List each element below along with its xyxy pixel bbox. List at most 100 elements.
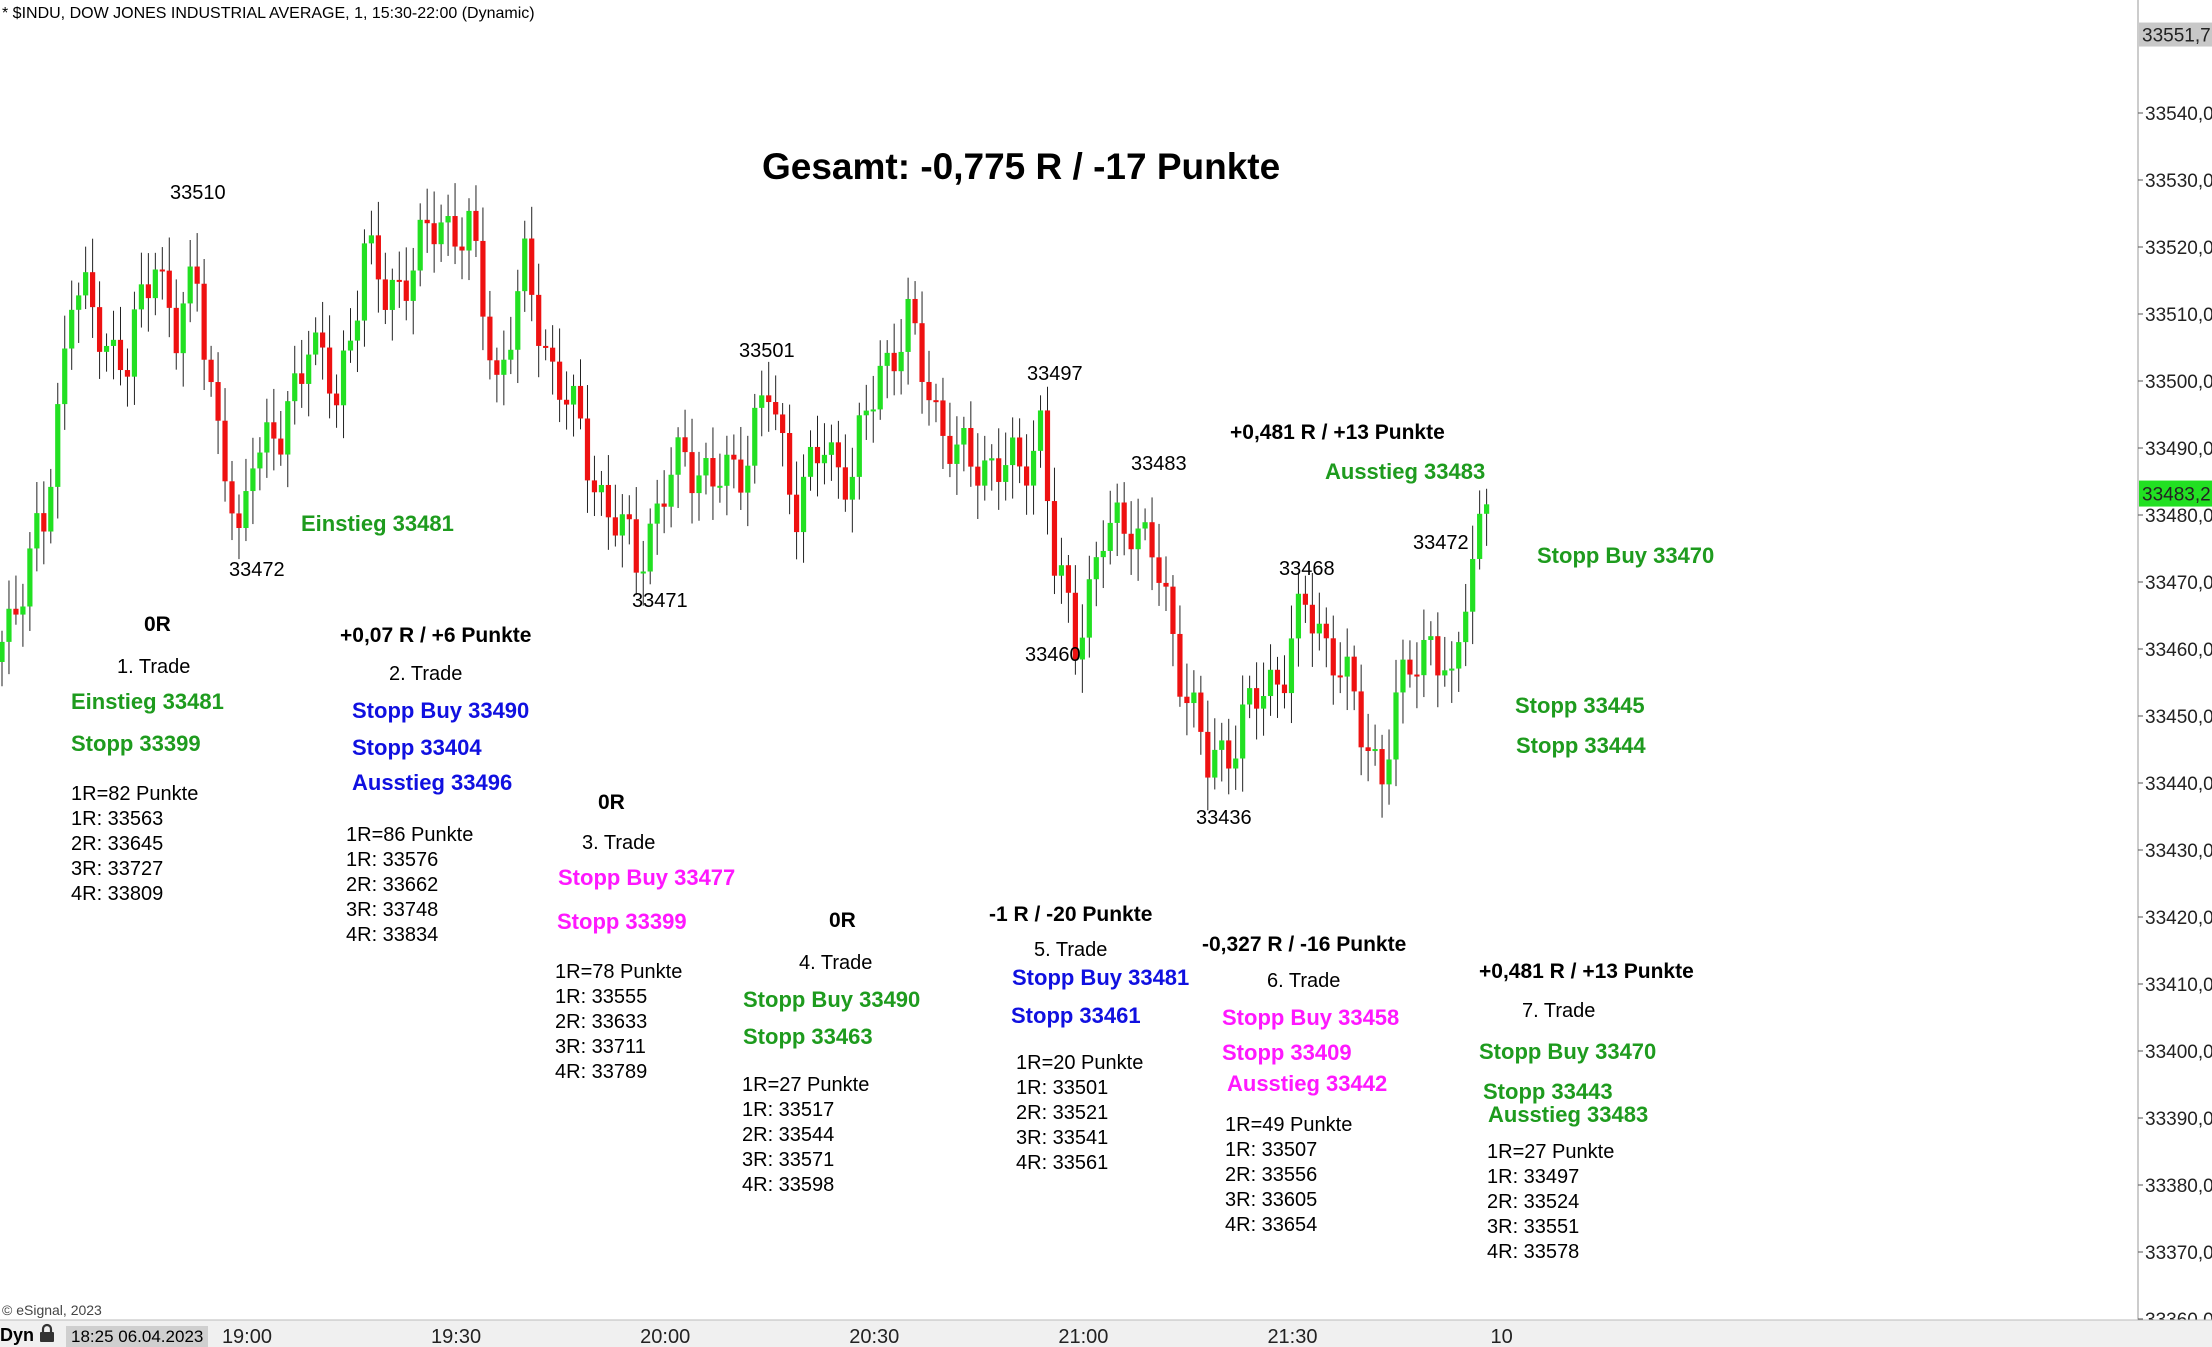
candle-down [793, 494, 800, 533]
candle-down [1017, 437, 1023, 467]
risk-row: 4R: 33578 [1487, 1241, 1580, 1263]
candle-down [1358, 691, 1364, 748]
candle-down [543, 345, 549, 348]
candle-down [1156, 557, 1162, 583]
candle-down [912, 298, 918, 324]
candle-down [208, 359, 214, 383]
time-tick-label: 21:00 [1058, 1326, 1108, 1347]
candle-up [1212, 749, 1218, 778]
einstieg-label: Einstieg 33481 [301, 511, 454, 536]
candle-down [1337, 675, 1343, 678]
trade-6-line: Stopp 33409 [1222, 1040, 1352, 1065]
price-tick-label: 33500,0 [2145, 372, 2212, 393]
candle-up [647, 523, 653, 572]
trade-3-risk: 1R=78 Punkte 1R: 33555 2R: 33633 3R: 337… [555, 960, 682, 1085]
candle-up [1484, 504, 1490, 514]
candle-up [821, 454, 828, 464]
candle-up [257, 452, 263, 469]
candle-down [90, 272, 96, 308]
trade-7-result: +0,481 R / +13 Punkte [1479, 960, 1694, 983]
candle-down [766, 395, 772, 403]
candle-down [529, 238, 535, 295]
candle-up [849, 476, 855, 500]
candle-down [591, 480, 598, 493]
candle-up [619, 514, 625, 536]
candle-down [96, 307, 103, 352]
candle-down [159, 269, 165, 272]
candle-up [131, 309, 138, 377]
candle-down [166, 270, 172, 308]
candle-down [1274, 669, 1281, 685]
price-axis-bg [2138, 0, 2212, 1320]
candle-up [34, 513, 40, 549]
risk-row: 3R: 33605 [1225, 1189, 1318, 1211]
candle-down [1351, 656, 1357, 692]
date-box[interactable]: 18:25 06.04.2023 [66, 1326, 209, 1347]
candle-series [0, 183, 1490, 818]
time-tick-label: 21:30 [1267, 1326, 1317, 1347]
candle-up [27, 548, 33, 607]
candle-up [675, 437, 681, 475]
candle-down [1051, 501, 1058, 576]
candle-up [1463, 611, 1469, 643]
candle-up [69, 309, 75, 349]
candle-up [389, 279, 395, 310]
candle-down [773, 402, 779, 415]
price-tick-label: 33460,0 [2145, 640, 2212, 661]
risk-row: 4R: 33834 [346, 924, 439, 946]
candle-up [1107, 522, 1113, 551]
candle-up [1142, 522, 1148, 529]
candle-down [1205, 731, 1211, 778]
candle-up [1114, 502, 1120, 523]
time-tick-label: 20:30 [849, 1326, 899, 1347]
candle-down [487, 316, 493, 361]
risk-row: 2R: 33645 [71, 833, 164, 855]
candle-up [717, 485, 723, 488]
candle-down [626, 514, 632, 520]
risk-row: 4R: 33561 [1016, 1152, 1109, 1174]
candle-up [180, 303, 186, 354]
candle-up [103, 345, 110, 352]
price-label: 33501 [739, 340, 795, 362]
candle-up [856, 415, 862, 477]
candle-down [431, 223, 437, 245]
candle-up [410, 270, 416, 301]
trade-5-line: Stopp 33461 [1011, 1003, 1141, 1028]
candle-up [752, 407, 758, 466]
candle-up [1421, 639, 1427, 676]
stopp-buy-label: Stopp Buy 33470 [1537, 543, 1715, 568]
price-tick-label: 33400,0 [2145, 1042, 2212, 1063]
dyn-label: Dyn [0, 1325, 35, 1345]
candle-up [515, 291, 521, 350]
lock-icon[interactable] [38, 1323, 56, 1343]
candle-down [333, 393, 340, 406]
risk-row: 2R: 33544 [742, 1124, 835, 1146]
trade-7-result-top: +0,481 R / +13 Punkte [1230, 421, 1445, 444]
candle-down [975, 466, 981, 486]
candle-down [731, 454, 737, 460]
candle-up [368, 235, 375, 244]
candle-up [828, 442, 835, 455]
trade-3-line: Stopp 33399 [557, 909, 687, 934]
trade-7-line: Ausstieg 33483 [1488, 1102, 1649, 1127]
high-price-badge-label: 33551,71 [2142, 26, 2212, 47]
candle-up [1260, 696, 1267, 709]
risk-row: 3R: 33541 [1016, 1127, 1109, 1149]
candle-up [654, 503, 660, 524]
trade-3-name: 3. Trade [582, 832, 656, 854]
candle-up [306, 354, 312, 384]
candle-up [250, 468, 256, 492]
candle-up [1093, 557, 1099, 580]
candle-down [41, 513, 47, 532]
candle-up [1400, 659, 1406, 693]
candle-up [1135, 528, 1141, 550]
candle-down [1414, 674, 1420, 677]
candle-down [584, 418, 591, 481]
risk-row: 1R=27 Punkte [742, 1074, 870, 1096]
risk-row: 1R: 33576 [346, 849, 439, 871]
trade-4-line: Stopp 33463 [743, 1024, 873, 1049]
price-tick-label: 33440,0 [2145, 774, 2212, 795]
trade-4-risk: 1R=27 Punkte 1R: 33517 2R: 33544 3R: 335… [742, 1073, 869, 1198]
risk-row: 1R: 33507 [1225, 1139, 1318, 1161]
